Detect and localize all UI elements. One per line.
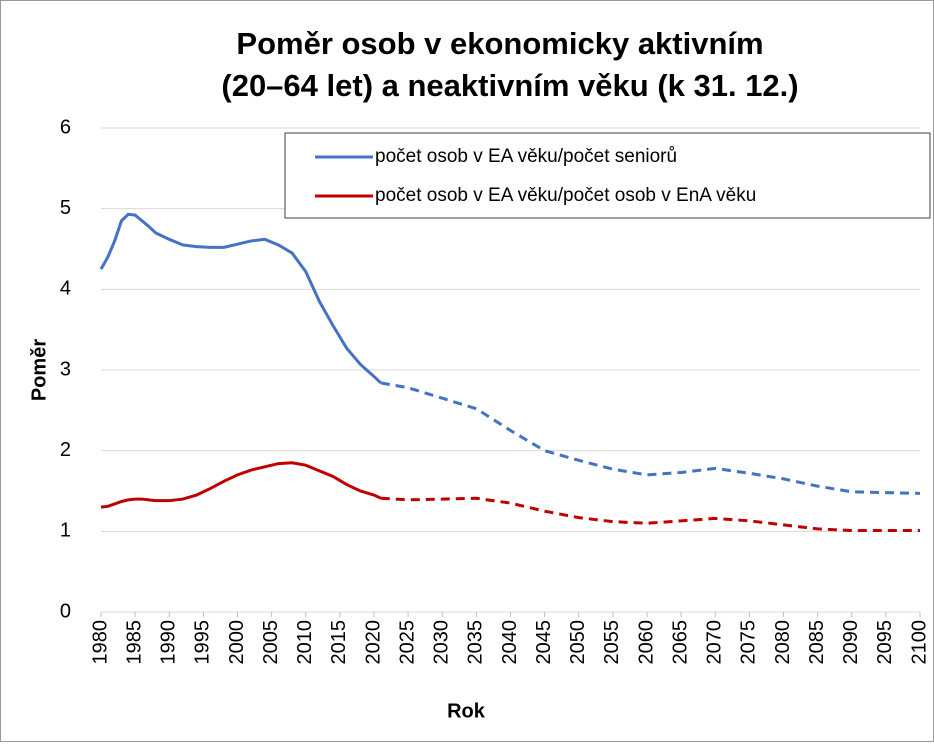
- x-tick-label: 2035: [465, 620, 487, 665]
- chart-title: Poměr osob v ekonomicky aktivním: [236, 26, 763, 61]
- x-tick-label: 1980: [89, 620, 111, 665]
- x-tick-label: 2080: [772, 620, 794, 665]
- x-tick-label: 2075: [738, 620, 760, 665]
- y-axis-label: Poměr: [28, 339, 50, 401]
- x-tick-label: 2060: [635, 620, 657, 665]
- line: [100, 461, 382, 509]
- x-tick-label: 2045: [533, 620, 555, 665]
- x-tick-label: 2000: [226, 620, 248, 665]
- x-tick-label: 2020: [362, 620, 384, 665]
- y-tick-label: 5: [60, 197, 71, 219]
- y-tick-label: 4: [60, 278, 71, 300]
- line: [99, 212, 382, 384]
- x-tick-label: 2040: [499, 620, 521, 665]
- y-tick-label: 0: [60, 600, 71, 622]
- x-tick-label: 1995: [192, 620, 214, 665]
- x-tick-label: 1990: [158, 620, 180, 665]
- projection-line: [380, 496, 920, 533]
- y-tick-label: 1: [60, 520, 71, 542]
- x-tick-label: 2085: [806, 620, 828, 665]
- x-tick-label: 2090: [840, 620, 862, 665]
- x-tick-label: 2100: [908, 620, 930, 665]
- x-tick-label: 2095: [874, 620, 896, 665]
- y-tick-label: 2: [60, 439, 71, 461]
- x-tick-label: 2030: [431, 620, 453, 665]
- x-tick-label: 2015: [328, 620, 350, 665]
- x-tick-label: 2010: [294, 620, 316, 665]
- y-tick-label: 6: [60, 116, 71, 138]
- x-tick-label: 2070: [704, 620, 726, 665]
- x-axis-label: Rok: [447, 700, 486, 722]
- projection-line: [380, 381, 921, 495]
- legend-box: [284, 132, 931, 219]
- y-tick-label: 3: [60, 358, 71, 380]
- legend-label: počet osob v EA věku/počet seniorů: [375, 146, 677, 167]
- x-tick-label: 2065: [669, 620, 691, 665]
- chart-title: (20–64 let) a neaktivním věku (k 31. 12.…: [221, 68, 798, 103]
- x-tick-label: 2005: [260, 620, 282, 665]
- x-tick-label: 1985: [123, 620, 145, 665]
- x-tick-label: 2025: [396, 620, 418, 665]
- x-tick-label: 2050: [567, 620, 589, 665]
- x-tick-label: 2055: [601, 620, 623, 665]
- legend-label: počet osob v EA věku/počet osob v EnA vě…: [375, 185, 756, 206]
